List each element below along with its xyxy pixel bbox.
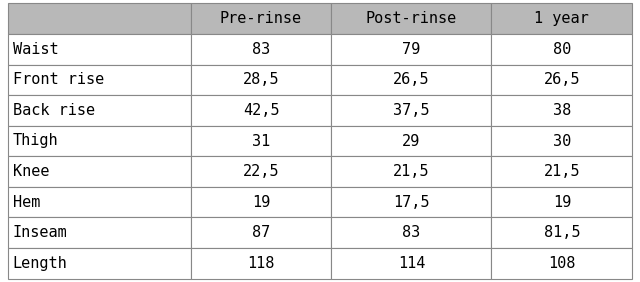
Polygon shape [492,95,632,126]
Polygon shape [492,248,632,279]
Polygon shape [492,156,632,187]
Polygon shape [492,217,632,248]
Polygon shape [332,95,492,126]
Text: Knee: Knee [13,164,49,179]
Text: 42,5: 42,5 [243,103,279,118]
Polygon shape [332,156,492,187]
Text: Hem: Hem [13,195,40,210]
Polygon shape [191,217,332,248]
Polygon shape [191,248,332,279]
Text: 21,5: 21,5 [393,164,429,179]
Text: 80: 80 [553,42,571,57]
Text: 19: 19 [553,195,571,210]
Polygon shape [191,65,332,95]
Text: 38: 38 [553,103,571,118]
Polygon shape [191,34,332,65]
Text: Post-rinse: Post-rinse [366,11,457,26]
Text: 26,5: 26,5 [393,72,429,87]
Text: Back rise: Back rise [13,103,95,118]
Polygon shape [492,65,632,95]
Polygon shape [8,217,191,248]
Polygon shape [492,187,632,217]
Text: 108: 108 [548,256,575,271]
Text: Waist: Waist [13,42,58,57]
Polygon shape [191,126,332,156]
Text: 37,5: 37,5 [393,103,429,118]
Text: 29: 29 [403,133,420,149]
Polygon shape [8,156,191,187]
Polygon shape [492,34,632,65]
Polygon shape [8,34,191,65]
Polygon shape [191,187,332,217]
Polygon shape [191,156,332,187]
Text: 83: 83 [403,225,420,240]
Polygon shape [332,126,492,156]
Text: 28,5: 28,5 [243,72,279,87]
Polygon shape [492,3,632,34]
Polygon shape [332,34,492,65]
Text: 19: 19 [252,195,270,210]
Polygon shape [8,65,191,95]
Polygon shape [191,3,332,34]
Polygon shape [332,65,492,95]
Polygon shape [8,3,191,34]
Polygon shape [8,187,191,217]
Text: Pre-rinse: Pre-rinse [220,11,302,26]
Text: 1 year: 1 year [534,11,589,26]
Polygon shape [8,248,191,279]
Text: 31: 31 [252,133,270,149]
Text: Inseam: Inseam [13,225,68,240]
Text: 30: 30 [553,133,571,149]
Text: 118: 118 [247,256,275,271]
Text: 114: 114 [397,256,425,271]
Polygon shape [332,3,492,34]
Text: 79: 79 [403,42,420,57]
Text: Front rise: Front rise [13,72,104,87]
Text: 87: 87 [252,225,270,240]
Polygon shape [332,248,492,279]
Text: 81,5: 81,5 [543,225,580,240]
Polygon shape [191,95,332,126]
Polygon shape [8,95,191,126]
Polygon shape [332,217,492,248]
Text: 22,5: 22,5 [243,164,279,179]
Polygon shape [332,187,492,217]
Polygon shape [492,126,632,156]
Text: 21,5: 21,5 [543,164,580,179]
Text: Thigh: Thigh [13,133,58,149]
Text: 83: 83 [252,42,270,57]
Polygon shape [8,126,191,156]
Text: 17,5: 17,5 [393,195,429,210]
Text: Length: Length [13,256,68,271]
Text: 26,5: 26,5 [543,72,580,87]
